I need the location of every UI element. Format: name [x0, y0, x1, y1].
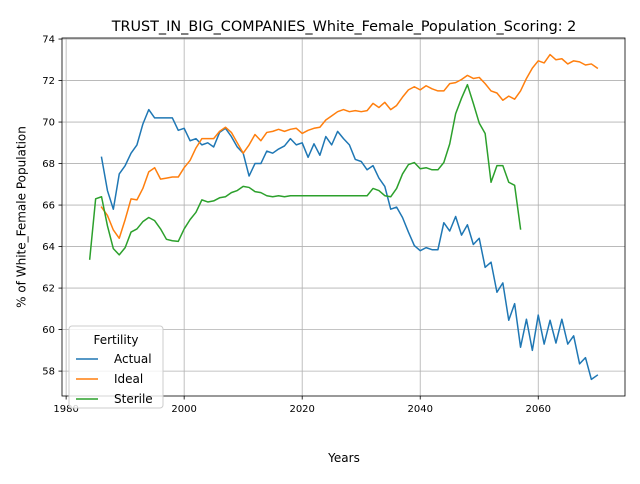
x-axis-label: Years [327, 451, 360, 465]
y-tick-label: 74 [42, 35, 55, 46]
legend-title: Fertility [93, 333, 138, 347]
x-tick-label: 1980 [53, 404, 78, 415]
series-line-sterile [88, 83, 522, 260]
legend-box [68, 325, 164, 409]
x-tick-label: 2000 [171, 404, 196, 415]
y-tick-label: 72 [42, 76, 55, 87]
y-tick-label: 58 [42, 367, 55, 378]
x-tick-label: 2020 [289, 404, 314, 415]
series-line-actual [100, 108, 599, 381]
legend-label-actual: Actual [114, 352, 152, 366]
legend-label-ideal: Ideal [114, 372, 143, 386]
y-tick-label: 68 [42, 159, 55, 170]
y-tick-label: 62 [42, 284, 55, 295]
x-tick-label: 2060 [526, 404, 551, 415]
plot-frame [61, 37, 626, 397]
x-axis-ticks: 1980 2000 2020 2040 2060 [53, 396, 551, 415]
y-axis-label: % of White_Female Population [15, 126, 29, 308]
y-tick-label: 70 [42, 118, 55, 129]
series-line-ideal [100, 53, 599, 240]
y-tick-label: 64 [42, 242, 55, 253]
y-tick-label: 60 [42, 325, 55, 336]
x-tick-label: 2040 [407, 404, 432, 415]
grid [62, 38, 625, 396]
legend: Fertility Actual Ideal Sterile [68, 325, 164, 409]
y-axis-ticks: 58 60 62 64 66 68 70 72 74 [42, 35, 62, 378]
legend-entries: Actual Ideal Sterile [76, 352, 153, 406]
series-lines [88, 53, 599, 381]
chart-title: TRUST_IN_BIG_COMPANIES_White_Female_Popu… [111, 19, 577, 35]
y-tick-label: 66 [42, 201, 55, 212]
legend-label-sterile: Sterile [114, 392, 153, 406]
